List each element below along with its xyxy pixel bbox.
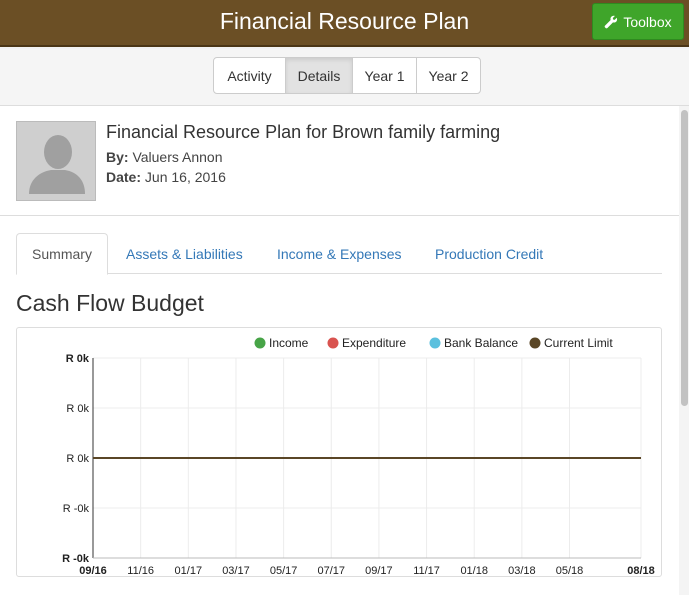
details-button[interactable]: Details <box>285 58 352 93</box>
y-tick-label: R -0k <box>63 503 90 515</box>
x-tick-label: 01/18 <box>460 565 488 577</box>
plan-date: Date: Jun 16, 2016 <box>106 169 226 185</box>
legend-label: Expenditure <box>342 336 406 350</box>
legend-label: Bank Balance <box>444 336 518 350</box>
tab-summary[interactable]: Summary <box>16 233 108 275</box>
y-tick-label: R 0k <box>66 453 89 465</box>
plan-author: By: Valuers Annon <box>106 149 222 165</box>
x-tick-label: 03/17 <box>222 565 250 577</box>
app-title: Financial Resource Plan <box>219 8 470 34</box>
legend-marker <box>429 337 441 349</box>
legend-marker <box>327 337 339 349</box>
year-1-button[interactable]: Year 1 <box>352 58 416 93</box>
y-tick-label: R 0k <box>66 403 89 415</box>
view-button-group: Activity Details Year 1 Year 2 <box>213 57 481 94</box>
tab-income-expenses[interactable]: Income & Expenses <box>277 245 402 262</box>
x-tick-label: 05/17 <box>270 565 298 577</box>
x-tick-label: 07/17 <box>317 565 345 577</box>
x-tick-label: 01/17 <box>175 565 203 577</box>
legend-marker <box>254 337 266 349</box>
date-value: Jun 16, 2016 <box>144 169 226 185</box>
y-tick-label: R -0k <box>62 553 90 565</box>
avatar <box>16 121 96 201</box>
plan-header: Financial Resource Plan for Brown family… <box>0 106 679 216</box>
x-tick-label: 03/18 <box>508 565 536 577</box>
x-tick-label: 09/17 <box>365 565 393 577</box>
wrench-icon <box>605 15 618 28</box>
activity-button[interactable]: Activity <box>227 67 272 84</box>
legend-marker <box>529 337 541 349</box>
x-tick-label: 05/18 <box>556 565 584 577</box>
plan-tabs: Summary Assets & Liabilities Income & Ex… <box>16 233 662 275</box>
plan-title: Financial Resource Plan for Brown family… <box>106 122 501 142</box>
x-tick-label: 11/16 <box>127 565 154 577</box>
legend-label: Income <box>269 336 309 350</box>
author-value: Valuers Annon <box>132 149 223 165</box>
y-tick-label: R 0k <box>66 353 90 365</box>
person-icon <box>29 135 85 194</box>
legend-label: Current Limit <box>544 336 613 350</box>
section-title: Cash Flow Budget <box>16 290 204 316</box>
toolbox-label: Toolbox <box>623 13 672 30</box>
year-2-button[interactable]: Year 2 <box>416 58 480 93</box>
tab-production-credit[interactable]: Production Credit <box>435 245 544 262</box>
x-tick-label: 11/17 <box>413 565 440 577</box>
x-tick-label: 08/18 <box>627 565 655 577</box>
sub-navigation: Activity Details Year 1 Year 2 <box>0 49 689 106</box>
x-tick-label: 09/16 <box>79 565 107 577</box>
scrollbar-thumb[interactable] <box>681 110 688 406</box>
cash-flow-chart: R 0k R 0k R 0k R -0k R -0k 09/16 11/16 01/17 03/… <box>16 327 662 577</box>
tab-assets-liabilities[interactable]: Assets & Liabilities <box>126 245 243 262</box>
app-header: Financial Resource Plan Toolbox <box>0 0 689 47</box>
details-panel: Financial Resource Plan for Brown family… <box>0 106 679 595</box>
author-label: By: <box>106 149 129 165</box>
date-label: Date: <box>106 169 142 185</box>
toolbox-button[interactable]: Toolbox <box>592 3 684 40</box>
